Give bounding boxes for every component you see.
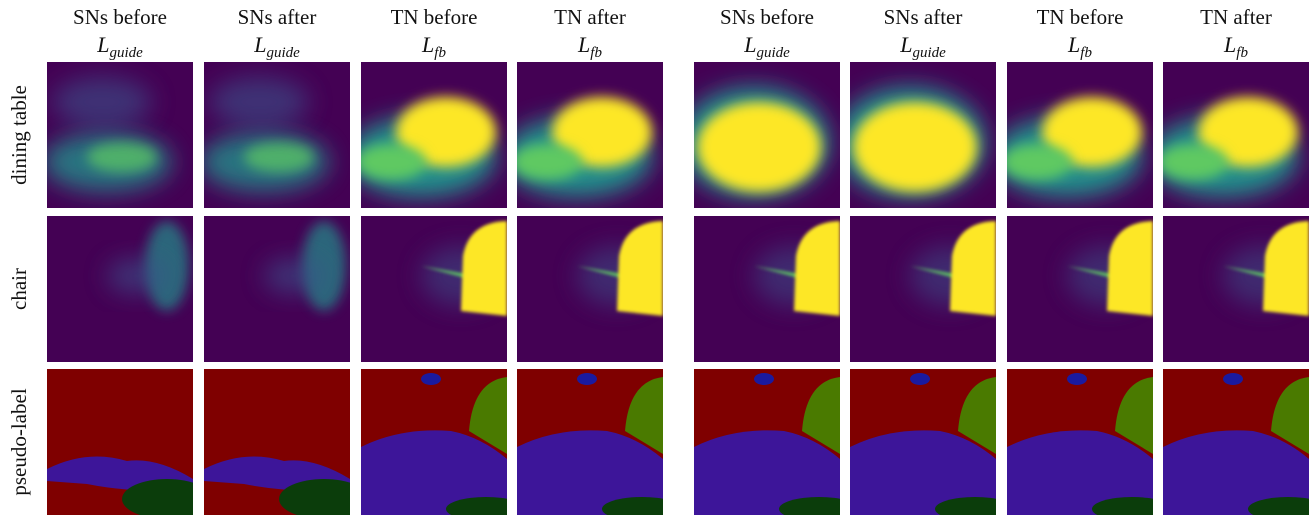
figure: SNs before Lguide SNs after Lguide TN before… [0,0,1312,521]
panel [502,62,663,208]
region [910,373,930,385]
panel [694,369,859,521]
column-header: TN before [391,5,478,29]
panel [199,62,350,208]
heat [87,142,157,172]
column-loss: Lfb [1223,32,1248,61]
panel [47,216,193,362]
region [935,497,1015,521]
heat [209,77,309,127]
panel [361,216,507,362]
loss-symbol: L [96,32,109,57]
loss-symbol: L [421,32,434,57]
region [279,479,369,519]
region [779,497,859,521]
column-header: SNs before [720,5,814,29]
panel [835,62,996,208]
panel [517,216,663,362]
loss-symbol: L [1067,32,1080,57]
region [446,497,526,521]
column-loss: Lfb [1067,32,1092,61]
loss-subscript: fb [434,45,446,61]
column-loss: Lguide [96,32,143,61]
loss-subscript: guide [266,45,300,61]
heat [697,102,821,192]
panel [694,216,840,362]
panel [850,369,1015,521]
loss-subscript: fb [590,45,602,61]
panel [1163,369,1312,521]
panel [204,216,350,362]
column-loss: Lguide [899,32,946,61]
heat [52,77,152,127]
heat [356,144,426,180]
heat [107,258,167,294]
region [577,373,597,385]
panel [517,369,682,521]
panel [679,62,840,208]
column-header: TN after [554,5,626,29]
panel [1007,216,1153,362]
heat [264,258,324,294]
column-header: TN after [1200,5,1272,29]
heat [1158,144,1228,180]
loss-subscript: guide [756,45,790,61]
region [122,479,212,519]
loss-subscript: guide [109,45,143,61]
loss-symbol: L [577,32,590,57]
column-header: SNs after [238,5,317,29]
loss-symbol: L [899,32,912,57]
column-loss: Lguide [253,32,300,61]
loss-subscript: fb [1236,45,1248,61]
row-label: dining table [7,85,31,185]
loss-subscript: guide [912,45,946,61]
column-header: SNs before [73,5,167,29]
column-header: TN before [1037,5,1124,29]
panel [42,62,193,208]
panel [1163,216,1309,362]
row-label: pseudo-label [7,388,31,495]
loss-symbol: L [253,32,266,57]
loss-symbol: L [743,32,756,57]
region [1223,373,1243,385]
region [754,373,774,385]
panel [204,369,369,519]
loss-subscript: fb [1080,45,1092,61]
row-label: chair [7,268,31,310]
region [1067,373,1087,385]
column-loss: Lguide [743,32,790,61]
panel [47,369,212,519]
region [421,373,441,385]
panel [361,369,526,521]
panel [1007,369,1172,521]
panel [346,62,507,208]
panel [992,62,1153,208]
heat [244,142,314,172]
region [1092,497,1172,521]
column-loss: Lfb [577,32,602,61]
column-loss: Lfb [421,32,446,61]
heat [853,102,977,192]
region [602,497,682,521]
heat [512,144,582,180]
column-header: SNs after [884,5,963,29]
heat [1002,144,1072,180]
panel [1148,62,1309,208]
loss-symbol: L [1223,32,1236,57]
panel [850,216,996,362]
